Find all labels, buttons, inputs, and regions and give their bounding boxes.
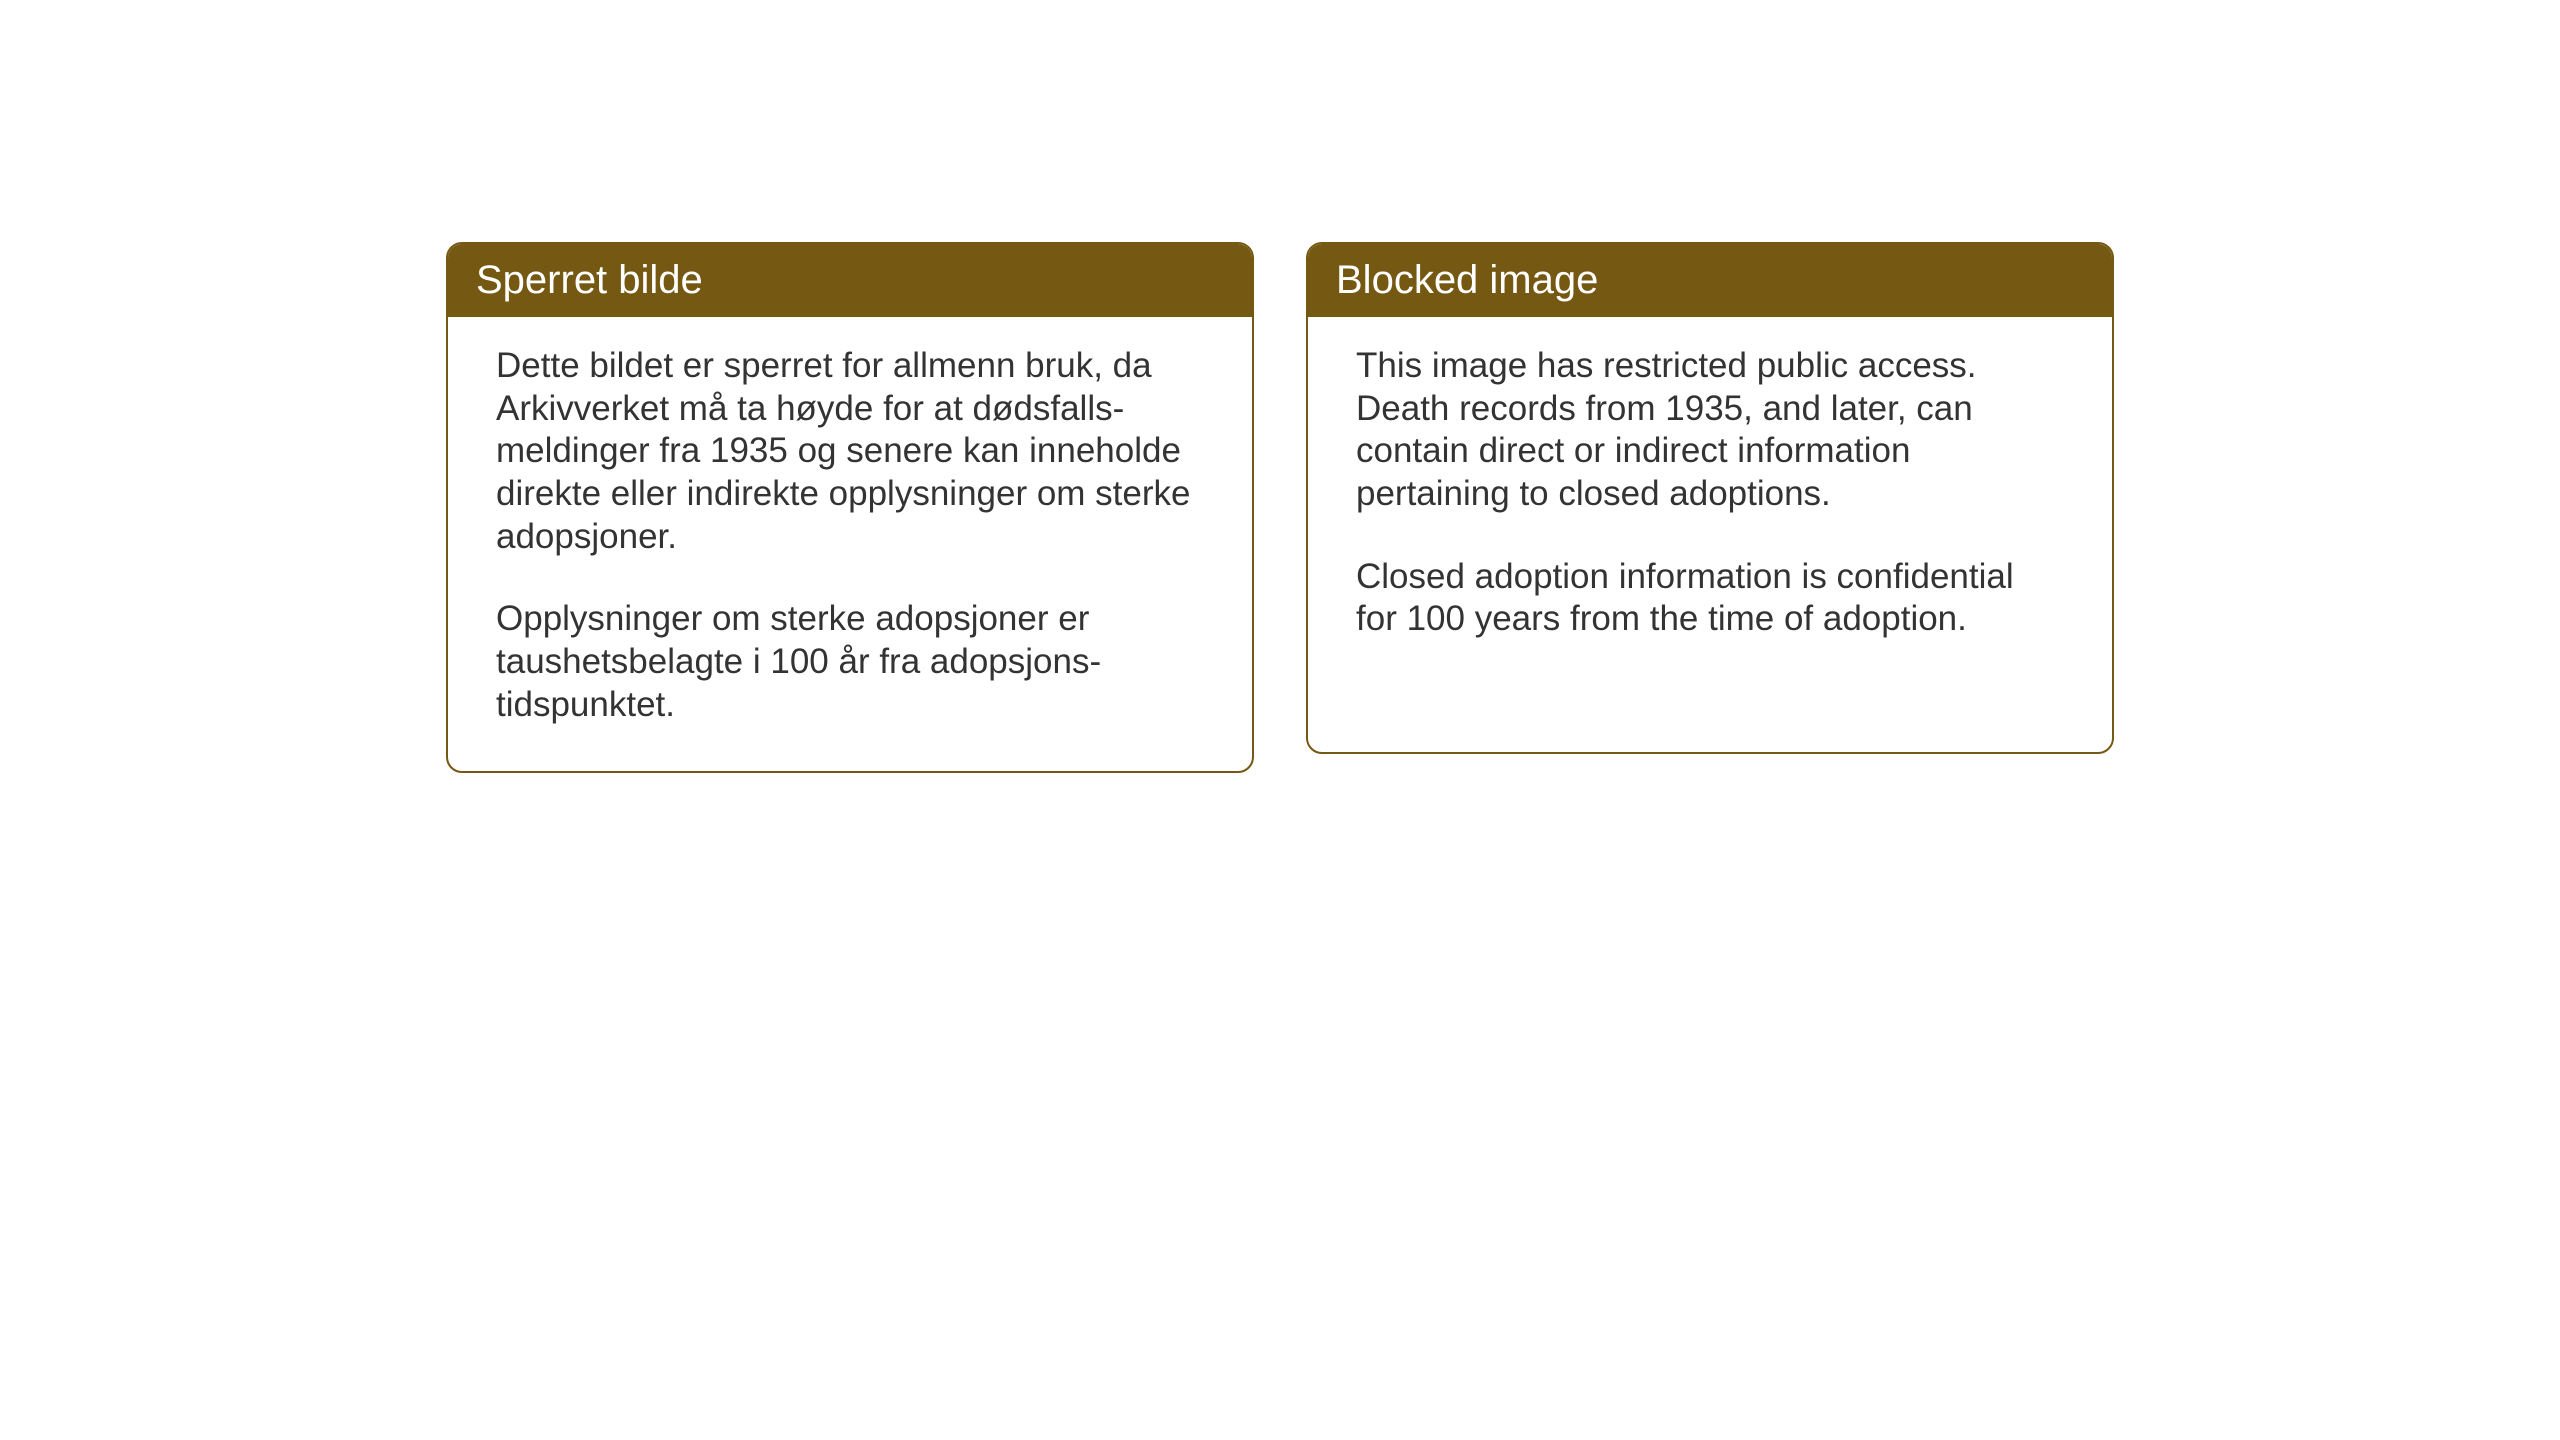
norwegian-card-body: Dette bildet er sperret for allmenn bruk…	[448, 317, 1252, 771]
english-card-header: Blocked image	[1308, 244, 2112, 317]
norwegian-paragraph-1: Dette bildet er sperret for allmenn bruk…	[496, 345, 1204, 558]
cards-container: Sperret bilde Dette bildet er sperret fo…	[0, 0, 2560, 773]
norwegian-card-title: Sperret bilde	[476, 258, 703, 302]
english-card-body: This image has restricted public access.…	[1308, 317, 2112, 685]
norwegian-card: Sperret bilde Dette bildet er sperret fo…	[446, 242, 1254, 773]
english-card-title: Blocked image	[1336, 258, 1598, 302]
norwegian-card-header: Sperret bilde	[448, 244, 1252, 317]
norwegian-paragraph-2: Opplysninger om sterke adopsjoner er tau…	[496, 598, 1204, 726]
english-paragraph-1: This image has restricted public access.…	[1356, 345, 2064, 516]
english-paragraph-2: Closed adoption information is confident…	[1356, 556, 2064, 641]
english-card: Blocked image This image has restricted …	[1306, 242, 2114, 754]
